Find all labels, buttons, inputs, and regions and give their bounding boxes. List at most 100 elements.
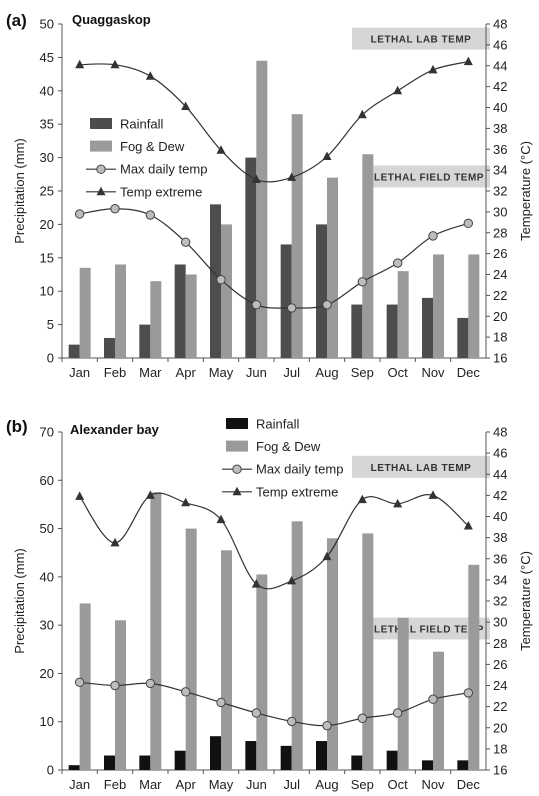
legend-label: Rainfall bbox=[256, 417, 299, 432]
max-daily-temp-point bbox=[180, 237, 191, 247]
y-right-tick-label: 44 bbox=[493, 58, 507, 73]
rainfall-bar bbox=[139, 324, 151, 358]
legend-label: Max daily temp bbox=[120, 162, 207, 177]
max-daily-temp-point bbox=[74, 677, 85, 688]
y-left-tick-label: 35 bbox=[40, 117, 54, 132]
temp-extreme-point bbox=[145, 490, 155, 499]
fog-dew-bar bbox=[79, 603, 91, 770]
fog-dew-bar bbox=[397, 617, 409, 770]
rainfall-bar bbox=[280, 244, 292, 358]
fog-dew-bar bbox=[256, 574, 268, 770]
max-daily-temp-point bbox=[251, 300, 262, 310]
rainfall-bar bbox=[210, 736, 221, 770]
y-left-tick-label: 40 bbox=[40, 569, 54, 584]
y-right-tick-label: 38 bbox=[493, 121, 507, 136]
temp-extreme-point bbox=[181, 497, 191, 507]
chart-panel-a: LETHAL LAB TEMP LETHAL FIELD TEMP 0 5 10 15 20… bbox=[6, 11, 533, 380]
rainfall-bar bbox=[210, 204, 221, 358]
legend-label: Rainfall bbox=[120, 117, 163, 132]
panel-label: (a) bbox=[6, 11, 27, 30]
max-daily-temp-point bbox=[145, 210, 156, 220]
legend-label: Fog & Dew bbox=[120, 139, 185, 154]
x-tick-label: Feb bbox=[104, 777, 126, 792]
max-daily-temp-point bbox=[286, 303, 297, 313]
fog-dew-bar bbox=[291, 521, 303, 770]
fog-dew-bar bbox=[221, 224, 232, 358]
max-daily-temp-point bbox=[428, 694, 438, 704]
temp-extreme-point bbox=[110, 59, 120, 69]
x-tick-label: Aug bbox=[315, 777, 338, 792]
rainfall-bar bbox=[245, 157, 257, 358]
lethal-lab-band bbox=[352, 27, 490, 50]
y-right-tick-label: 42 bbox=[493, 79, 507, 94]
y-right-tick-label: 44 bbox=[493, 467, 507, 482]
y-right-tick-label: 34 bbox=[493, 572, 507, 587]
x-tick-label: Mar bbox=[139, 365, 162, 380]
rainfall-bar bbox=[457, 760, 469, 770]
legend-label: Temp extreme bbox=[120, 184, 202, 199]
temp-extreme-point bbox=[357, 494, 367, 504]
y-left-tick-label: 0 bbox=[47, 351, 54, 366]
y-right-tick-label: 38 bbox=[493, 530, 507, 545]
fog-dew-bar bbox=[291, 114, 303, 359]
x-tick-label: May bbox=[209, 365, 234, 380]
y-right-tick-label: 26 bbox=[493, 246, 507, 261]
y-right-tick-label: 48 bbox=[493, 425, 507, 440]
rainfall-bar bbox=[422, 760, 433, 770]
y-left-tick-label: 0 bbox=[47, 763, 54, 778]
x-tick-label: Jul bbox=[283, 365, 300, 380]
lethal-lab-label: LETHAL LAB TEMP bbox=[371, 463, 472, 474]
rainfall-bar bbox=[104, 337, 115, 358]
fog-dew-bar bbox=[221, 550, 232, 770]
fog-dew-bar bbox=[362, 154, 374, 358]
x-tick-label: Sep bbox=[351, 365, 374, 380]
legend-marker bbox=[232, 464, 242, 474]
y-right-tick-label: 20 bbox=[493, 720, 507, 735]
max-daily-temp-point bbox=[357, 713, 368, 723]
fog-dew-bar bbox=[362, 533, 374, 770]
fog-dew-bar bbox=[185, 274, 197, 358]
chart-panel-b: LETHAL LAB TEMP LETHAL FIELD TEMP 0 10 20 30 4… bbox=[6, 417, 533, 793]
y-right-tick-label: 36 bbox=[493, 142, 507, 157]
y-left-tick-label: 30 bbox=[40, 150, 54, 165]
y-left-tick-label: 20 bbox=[40, 217, 54, 232]
y-right-tick-label: 32 bbox=[493, 594, 507, 609]
max-daily-temp-point bbox=[322, 300, 332, 310]
legend-swatch bbox=[90, 118, 112, 129]
max-daily-temp-point bbox=[463, 218, 474, 229]
temp-extreme-point bbox=[322, 551, 332, 561]
y-left-tick-label: 70 bbox=[40, 425, 54, 440]
temp-extreme-point bbox=[110, 537, 120, 547]
rainfall-bar bbox=[174, 264, 186, 358]
rainfall-bar bbox=[174, 750, 186, 770]
max-daily-temp-point bbox=[322, 720, 332, 731]
y-right-tick-label: 18 bbox=[493, 741, 507, 756]
rainfall-bar bbox=[422, 297, 433, 358]
y-right-tick-label: 20 bbox=[493, 309, 507, 324]
y-left-tick-label: 5 bbox=[47, 317, 54, 332]
temp-extreme-point bbox=[322, 151, 332, 161]
x-tick-label: Nov bbox=[421, 365, 445, 380]
temp-extreme-point bbox=[251, 174, 261, 184]
temp-extreme-point bbox=[145, 71, 155, 80]
temp-extreme-point bbox=[75, 59, 85, 69]
y-right-tick-label: 16 bbox=[493, 763, 507, 778]
x-tick-label: Apr bbox=[176, 365, 197, 380]
fog-dew-bar bbox=[433, 254, 444, 358]
legend-marker bbox=[96, 186, 106, 196]
fog-dew-bar bbox=[433, 651, 444, 770]
rainfall-bar bbox=[68, 344, 80, 358]
fog-dew-bar bbox=[115, 620, 126, 770]
y-right-tick-label: 40 bbox=[493, 100, 507, 115]
fog-dew-bar bbox=[468, 254, 480, 358]
legend-marker bbox=[232, 486, 242, 496]
legend-swatch bbox=[226, 418, 248, 429]
rainfall-bar bbox=[351, 755, 363, 770]
rainfall-bar bbox=[68, 765, 80, 770]
max-daily-temp-point bbox=[110, 680, 120, 691]
y-axis-title-left: Precipitation (mm) bbox=[12, 548, 27, 653]
fog-dew-bar bbox=[327, 538, 338, 770]
x-tick-label: Jan bbox=[69, 365, 90, 380]
rainfall-bar bbox=[386, 750, 398, 770]
lethal-lab-band bbox=[352, 455, 490, 478]
